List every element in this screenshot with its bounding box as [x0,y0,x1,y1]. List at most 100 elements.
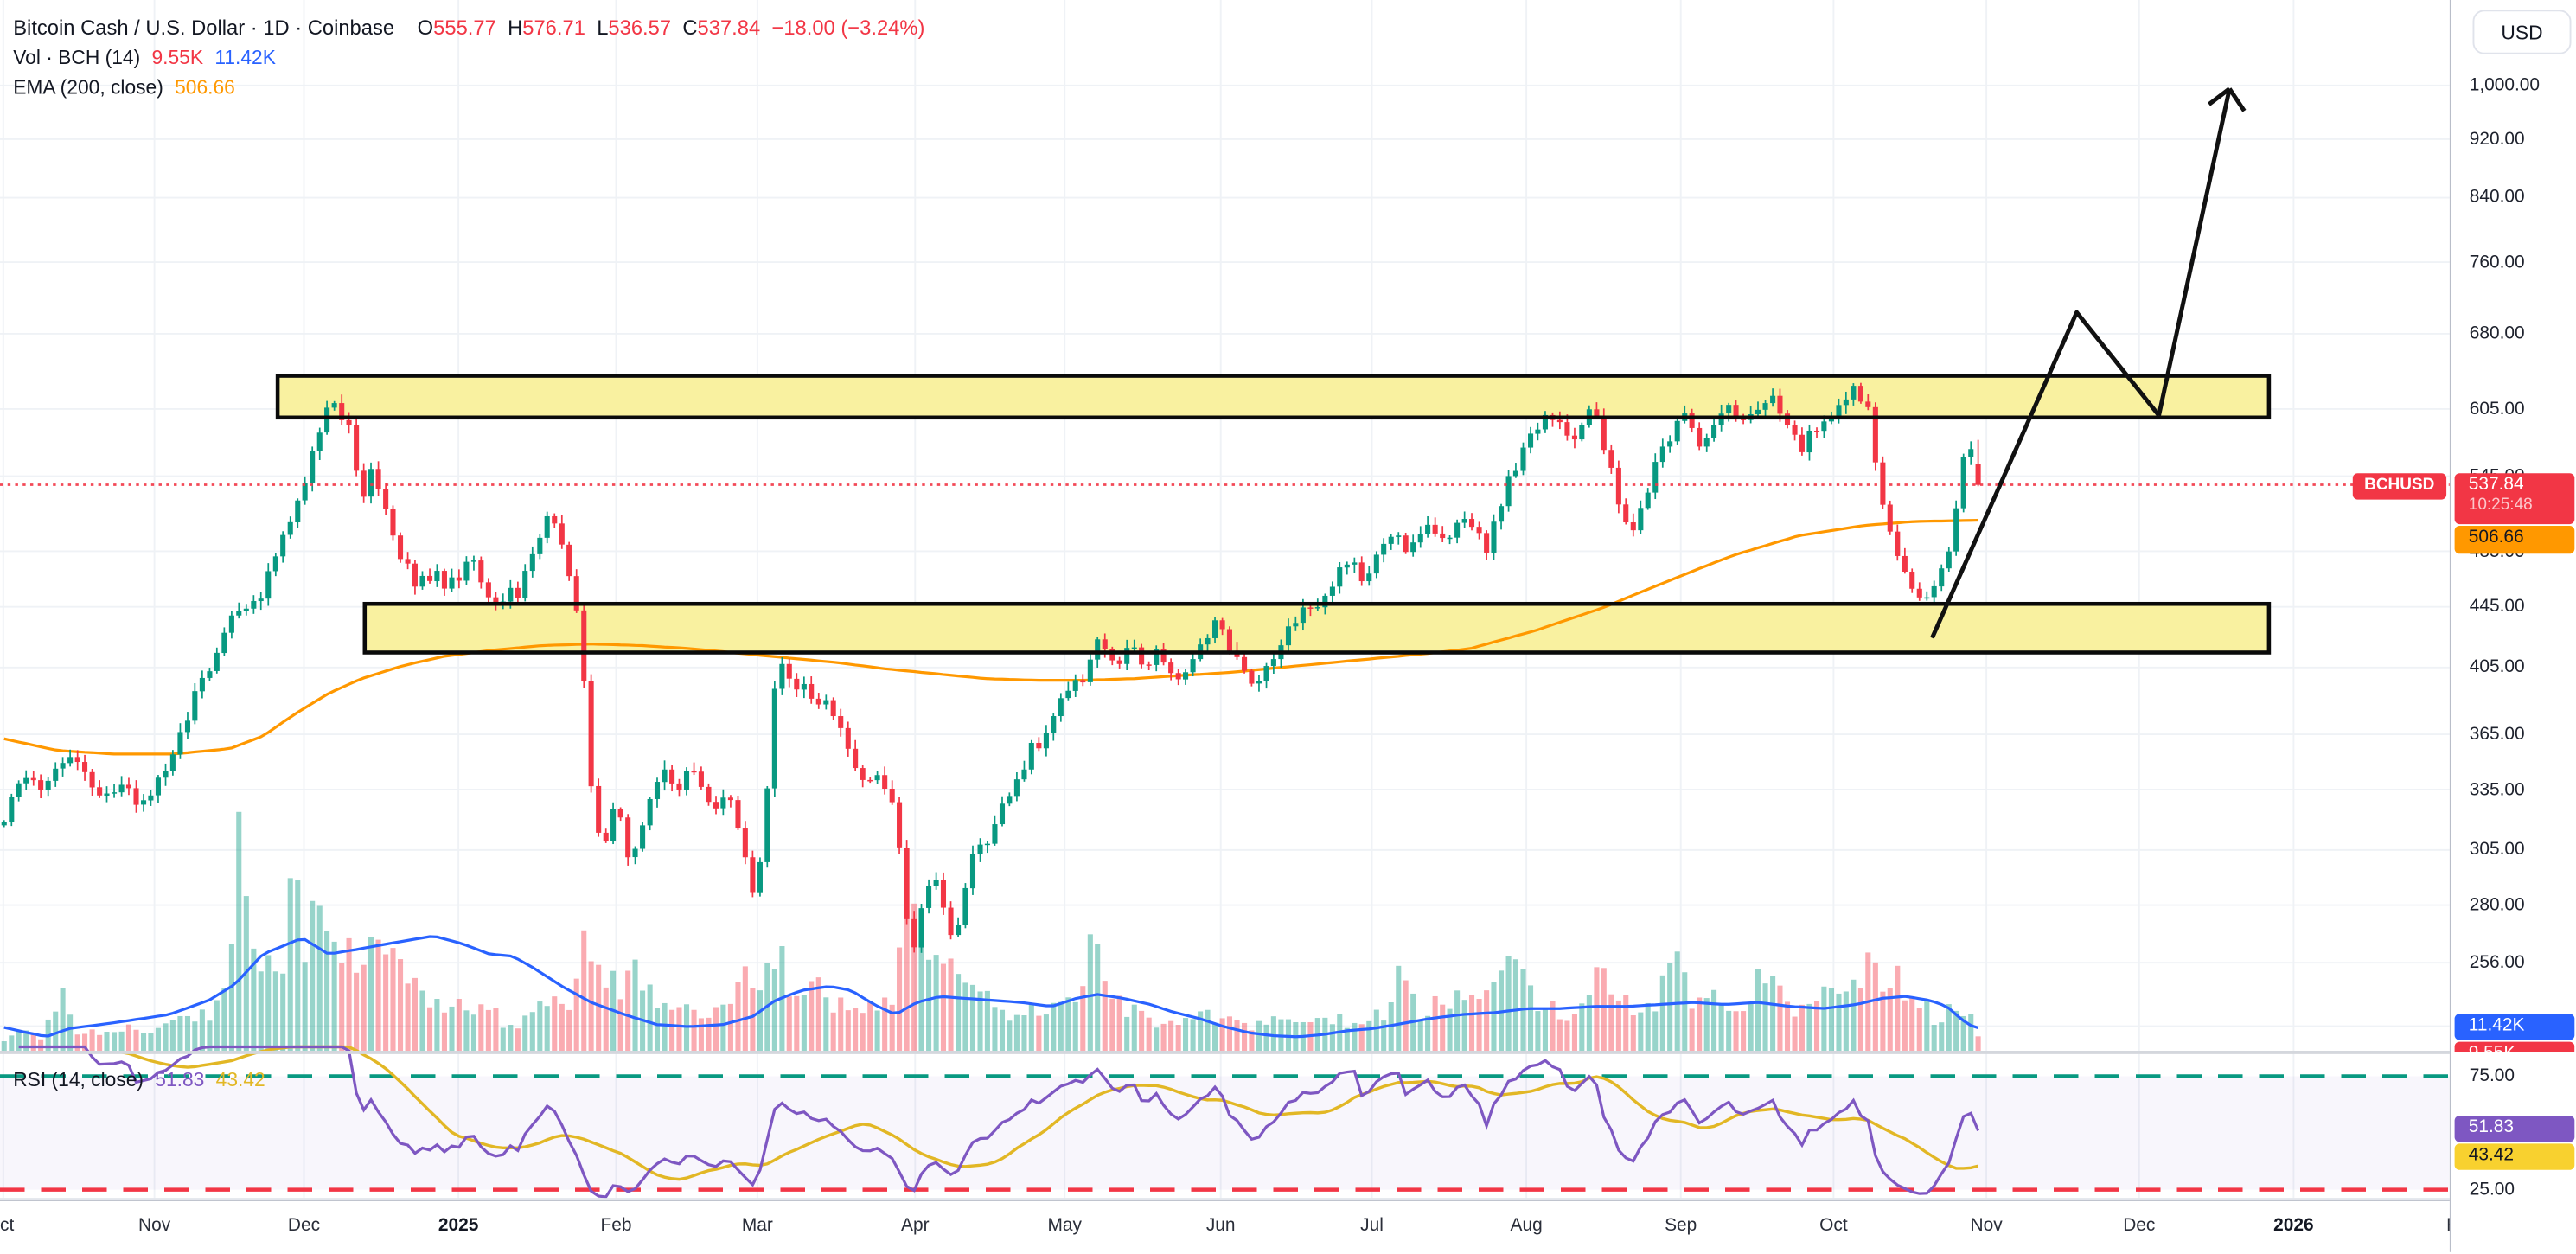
volume-bar [552,996,558,1052]
volume-bar [1484,990,1490,1052]
symbol-legend-row[interactable]: Bitcoin Cash / U.S. Dollar · 1D · Coinba… [13,16,924,40]
volume-bar [272,971,278,1052]
volume-bar [148,1033,154,1052]
candle-body [1366,573,1372,582]
candle-body [97,787,103,796]
candle-body [148,795,154,801]
volume-bar [89,1029,95,1052]
volume-bar [1043,1014,1049,1052]
candle-body [434,571,440,582]
candle-body [1285,626,1292,646]
volume-bar [141,1033,147,1052]
ema-indicator-label: EMA (200, close) [13,75,163,99]
ohlc-high-value: 576.71 [522,16,585,40]
ema-legend-row[interactable]: EMA (200, close) 506.66 [13,75,235,99]
volume-bar [1,1041,7,1052]
volume-bar [1556,1019,1563,1052]
volume-bar [1579,1003,1585,1052]
candle-body [1556,419,1563,423]
candle-body [1190,659,1196,673]
volume-bar [948,958,954,1052]
volume-axis-label: 9.55K [2453,1040,2575,1052]
time-axis-month-label: Oct [1819,1216,1848,1236]
candle-body [654,782,661,799]
volume-bar [1939,1022,1945,1052]
volume-bar [933,955,939,1052]
countdown-timer: 10:25:48 [2468,496,2533,515]
candle-body [522,571,528,598]
price-tick-label: 405.00 [2469,657,2525,678]
candle-body [324,407,330,433]
candle-body [1013,779,1020,797]
candle-body [1939,568,1945,587]
candle-body [742,828,748,858]
candle-body [118,784,125,793]
ema-value: 506.66 [175,75,235,99]
candle-body [552,515,558,524]
candle-body [1601,416,1607,451]
candle-body [74,757,80,763]
candle-body [427,575,433,581]
candle-body [1594,409,1600,417]
candle-body [1425,524,1431,534]
volume-bar [184,1015,191,1052]
rsi-band-fill [0,1076,2450,1190]
volume-bar [1131,1004,1137,1052]
volume-bar [361,964,367,1052]
volume-bar [1682,972,1688,1052]
volume-bar [1828,988,1834,1052]
candle-body [1072,680,1078,691]
time-axis[interactable]: ct Nov Dec 2025 Feb Mar Apr May Jun Jul Aug Sep Oct N… [0,1200,2576,1254]
symbol-title: Bitcoin Cash / U.S. Dollar · 1D · Coinba… [13,16,395,40]
candle-body [1154,649,1160,665]
time-axis-month-label: Apr [901,1216,930,1236]
candle-body [1806,430,1812,453]
currency-toggle-button[interactable]: USD [2472,10,2572,54]
volume-indicator-label: Vol · BCH (14) [13,46,141,69]
candle-body [559,523,565,545]
price-tick-label: 920.00 [2469,129,2525,150]
candle-body [1226,629,1232,651]
ohlc-close-label: C [682,16,698,40]
candle-body [1454,522,1461,538]
candle-body [904,848,910,919]
volume-bar [1505,956,1512,1052]
candle-body [1146,664,1152,666]
candle-body [53,768,59,781]
candle-body [1491,521,1497,553]
candle-body [207,671,213,678]
volume-bar [1256,1020,1262,1052]
volume-bar [1777,985,1783,1052]
candle-body [508,587,514,602]
candle-body [1931,585,1937,598]
time-axis-month-label: Feb [600,1216,632,1236]
candle-body [485,582,491,598]
volume-legend-row[interactable]: Vol · BCH (14) 9.55K 11.42K [13,46,276,69]
price-axis[interactable]: 1,000.00920.00840.00760.00680.00605.0054… [2449,0,2576,1252]
rsi-legend-row[interactable]: RSI (14, close) 51.83 43.42 [13,1068,265,1091]
volume-bar [169,1020,176,1052]
volume-bar [838,997,844,1052]
volume-bar [662,1002,668,1052]
candle-body [221,632,227,654]
volume-bar [1146,1017,1152,1052]
volume-bar [133,1029,139,1052]
volume-bar [508,1025,514,1052]
volume-bar [1454,990,1461,1052]
candle-body [794,678,800,690]
candle-body [1116,660,1122,664]
volume-bar [1638,1012,1644,1052]
candle-body [1270,659,1276,667]
candle-body [60,763,66,769]
volume-ma-axis-label: 11.42K [2453,1014,2575,1040]
volume-bar [1080,986,1086,1052]
candle-body [155,777,162,796]
candle-body [1168,662,1174,674]
volume-bar [1755,969,1761,1052]
volume-bar [1226,1016,1232,1052]
volume-bar [456,999,462,1052]
candle-body [1051,716,1057,733]
candle-body [1212,620,1218,638]
